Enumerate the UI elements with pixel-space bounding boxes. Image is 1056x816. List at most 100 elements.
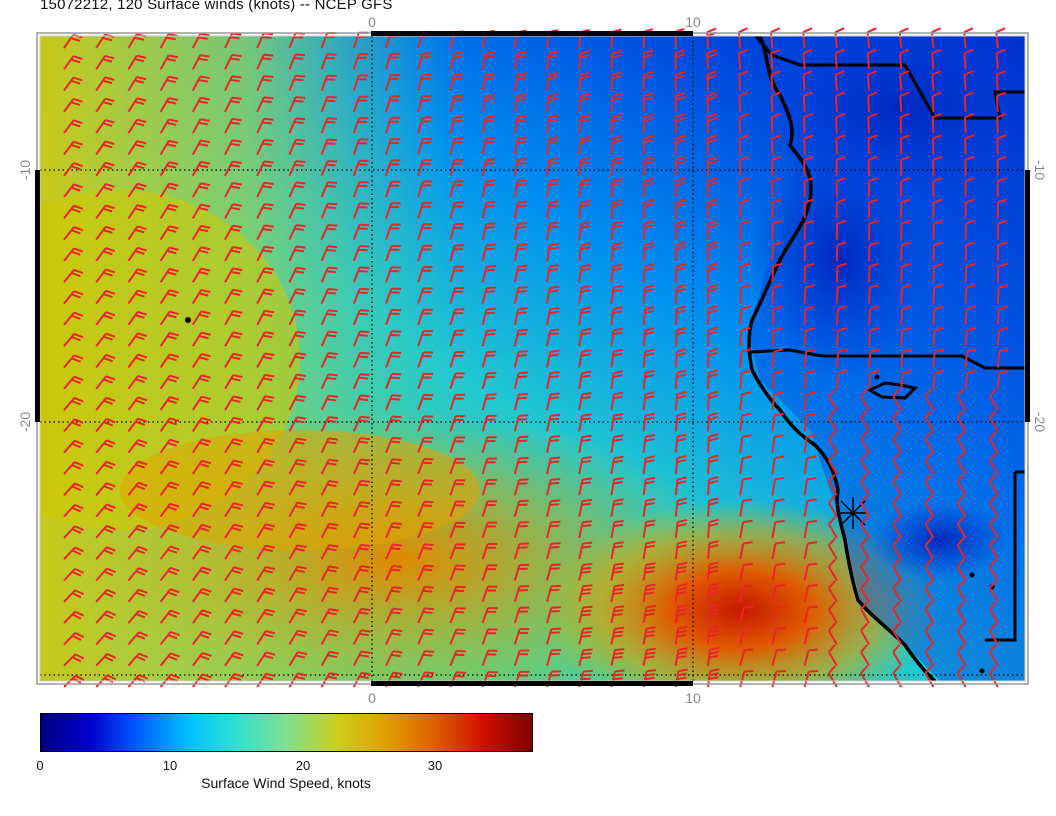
wind-barb bbox=[900, 219, 911, 240]
wind-barb bbox=[256, 523, 275, 539]
wind-barb bbox=[191, 523, 212, 539]
wind-barb bbox=[95, 353, 116, 369]
wind-barb bbox=[707, 219, 718, 240]
wind-barb bbox=[513, 628, 530, 645]
wind-barb bbox=[417, 564, 434, 581]
wind-barb bbox=[771, 219, 783, 240]
wind-barb bbox=[546, 584, 561, 603]
wind-barb bbox=[63, 290, 84, 305]
wind-barb bbox=[224, 608, 244, 624]
wind-barb bbox=[771, 284, 783, 304]
wind-barb bbox=[63, 525, 84, 539]
wind-barb bbox=[931, 112, 942, 134]
wind-barb bbox=[352, 74, 369, 91]
wind-barb bbox=[835, 348, 848, 368]
wind-barb bbox=[513, 414, 529, 432]
wind-barb bbox=[964, 134, 975, 155]
lat-tick-right-10: -10 bbox=[1032, 160, 1048, 180]
wind-barb bbox=[481, 414, 497, 432]
wind-barb bbox=[385, 650, 403, 667]
wind-barb bbox=[578, 327, 592, 347]
wind-barb bbox=[546, 200, 560, 219]
wind-barb bbox=[739, 584, 754, 603]
wind-barb bbox=[449, 137, 464, 155]
wind-barb bbox=[320, 565, 339, 581]
wind-barb bbox=[610, 92, 622, 112]
wind-barb bbox=[739, 262, 751, 283]
wind-barb bbox=[964, 198, 976, 219]
wind-barb bbox=[924, 580, 935, 603]
wind-barb bbox=[256, 288, 275, 305]
wind-barb bbox=[95, 119, 115, 134]
wind-barb bbox=[256, 245, 274, 262]
wind-barb bbox=[288, 160, 306, 177]
wind-barb bbox=[352, 95, 369, 113]
wind-barb bbox=[449, 286, 465, 304]
wind-barb bbox=[642, 519, 656, 539]
wind-barb bbox=[739, 498, 753, 517]
wind-barb bbox=[546, 114, 559, 134]
wind-barb bbox=[860, 516, 870, 539]
wind-barb bbox=[610, 113, 622, 134]
wind-barb bbox=[127, 182, 147, 198]
wind-barb bbox=[899, 70, 910, 91]
wind-barb bbox=[674, 583, 688, 602]
wind-barb bbox=[892, 494, 903, 518]
wind-barb bbox=[739, 198, 750, 219]
wind-barb bbox=[481, 521, 498, 539]
wind-barb bbox=[256, 608, 276, 624]
wind-barb bbox=[610, 263, 623, 283]
wind-barb bbox=[481, 115, 496, 134]
wind-barb bbox=[513, 649, 530, 667]
wind-barb bbox=[771, 198, 782, 219]
wind-barb bbox=[578, 520, 593, 539]
wind-barb bbox=[63, 439, 84, 454]
wind-barb bbox=[707, 454, 719, 475]
wind-barb bbox=[191, 545, 212, 560]
wind-barb bbox=[892, 537, 903, 560]
wind-barb bbox=[860, 580, 870, 603]
wind-barb bbox=[127, 503, 148, 518]
wind-barb bbox=[127, 310, 148, 326]
wind-barb bbox=[320, 629, 339, 645]
wind-barb bbox=[988, 537, 999, 560]
wind-barb bbox=[964, 305, 977, 325]
wind-barb bbox=[900, 241, 912, 262]
wind-barb bbox=[191, 75, 210, 92]
wind-barb bbox=[481, 307, 497, 326]
wind-barb bbox=[224, 438, 243, 454]
wind-barb bbox=[449, 500, 466, 517]
wind-barb bbox=[834, 48, 845, 70]
wind-barb bbox=[867, 155, 878, 176]
wind-barb bbox=[578, 199, 591, 219]
wind-barb bbox=[513, 72, 527, 91]
wind-barb bbox=[95, 183, 115, 198]
wind-barb bbox=[924, 409, 935, 432]
wind-barb bbox=[674, 198, 686, 219]
wind-barb bbox=[988, 388, 999, 411]
wind-barb bbox=[899, 134, 910, 155]
wind-barb bbox=[642, 92, 654, 112]
wind-barb bbox=[899, 91, 910, 112]
wind-barb bbox=[320, 394, 339, 411]
wind-barb bbox=[417, 94, 432, 113]
wind-barb bbox=[352, 181, 369, 198]
wind-barb bbox=[417, 479, 434, 496]
wind-barb bbox=[481, 265, 497, 283]
wind-barb bbox=[674, 49, 685, 70]
wind-barb bbox=[956, 409, 967, 432]
wind-barb bbox=[932, 219, 944, 240]
wind-barb bbox=[996, 369, 1009, 389]
wind-barb bbox=[892, 558, 903, 581]
wind-barb bbox=[803, 284, 815, 304]
wind-barb bbox=[352, 245, 370, 262]
wind-barb bbox=[964, 155, 975, 176]
wind-barb bbox=[860, 537, 870, 560]
wind-barb bbox=[95, 588, 116, 603]
wind-barb bbox=[288, 394, 307, 411]
wind-barb bbox=[385, 458, 402, 475]
wind-barb bbox=[256, 651, 276, 667]
wind-barb bbox=[63, 503, 84, 518]
wind-barb bbox=[513, 478, 529, 496]
wind-barb bbox=[159, 481, 180, 496]
